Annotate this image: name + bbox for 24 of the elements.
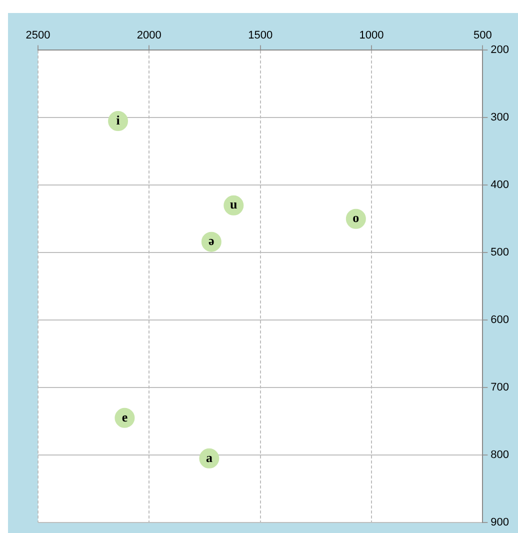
point [108, 111, 128, 132]
series-label: o [352, 210, 360, 226]
series-label: i [116, 112, 120, 128]
x-tick-label: 2500 [26, 30, 50, 42]
point [114, 408, 135, 428]
x-tick-label: 500 [473, 30, 492, 42]
x-tick-label: 2000 [136, 30, 162, 42]
series-label: a [206, 450, 213, 465]
series-label: ə [208, 233, 215, 248]
y-tick-label: 500 [490, 246, 510, 259]
y-tick-label: 600 [490, 314, 510, 326]
y-tick-label: 900 [490, 516, 510, 529]
x-tick-label: 1000 [359, 30, 384, 42]
series-label: e [122, 409, 128, 424]
y-tick-label: 400 [490, 179, 510, 192]
y-tick-label: 300 [490, 112, 510, 124]
point [201, 232, 222, 252]
y-tick-label: 200 [490, 44, 510, 56]
point [199, 448, 220, 468]
point [346, 208, 366, 229]
y-tick-label: 700 [490, 382, 510, 394]
x-tick-label: 1500 [248, 30, 273, 42]
y-tick-label: 800 [490, 449, 510, 462]
series-label: u [230, 196, 238, 212]
